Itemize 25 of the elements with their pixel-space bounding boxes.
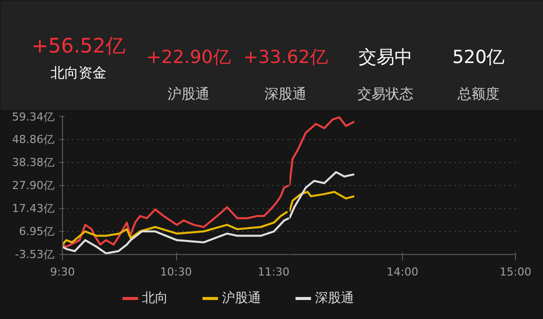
x-tick-label: 9:30 bbox=[50, 266, 75, 278]
text: +56.52亿 bbox=[31, 34, 126, 58]
y-tick-label: -3.53亿 bbox=[15, 248, 55, 261]
text: +22.90亿 bbox=[146, 47, 231, 68]
legend-label: 沪股通 bbox=[222, 290, 261, 307]
y-tick-label: 38.38亿 bbox=[12, 156, 55, 170]
text: 520亿 bbox=[452, 47, 505, 68]
x-tick-label: 10:30 bbox=[160, 266, 192, 278]
y-tick-label: 27.90亿 bbox=[12, 179, 55, 192]
x-tick-label: 14:00 bbox=[386, 266, 418, 278]
legend-label: 深股通 bbox=[315, 290, 354, 307]
text: 交易状态 bbox=[358, 86, 414, 102]
legend-label: 北向 bbox=[142, 290, 168, 307]
text: 北向资金 bbox=[50, 66, 106, 82]
x-tick-label: 11:30 bbox=[258, 266, 290, 278]
y-tick-label: 48.86亿 bbox=[12, 133, 55, 146]
y-tick-label: 17.43亿 bbox=[12, 202, 55, 215]
y-tick-label: 59.34亿 bbox=[12, 110, 55, 124]
text: 深股通 bbox=[264, 86, 306, 102]
y-tick-label: 6.95亿 bbox=[19, 224, 55, 238]
x-tick-label: 15:00 bbox=[500, 266, 532, 278]
text: 交易中 bbox=[358, 47, 412, 68]
text: +33.62亿 bbox=[243, 47, 328, 68]
text: 沪股通 bbox=[168, 86, 210, 102]
text: 总额度 bbox=[456, 86, 500, 102]
